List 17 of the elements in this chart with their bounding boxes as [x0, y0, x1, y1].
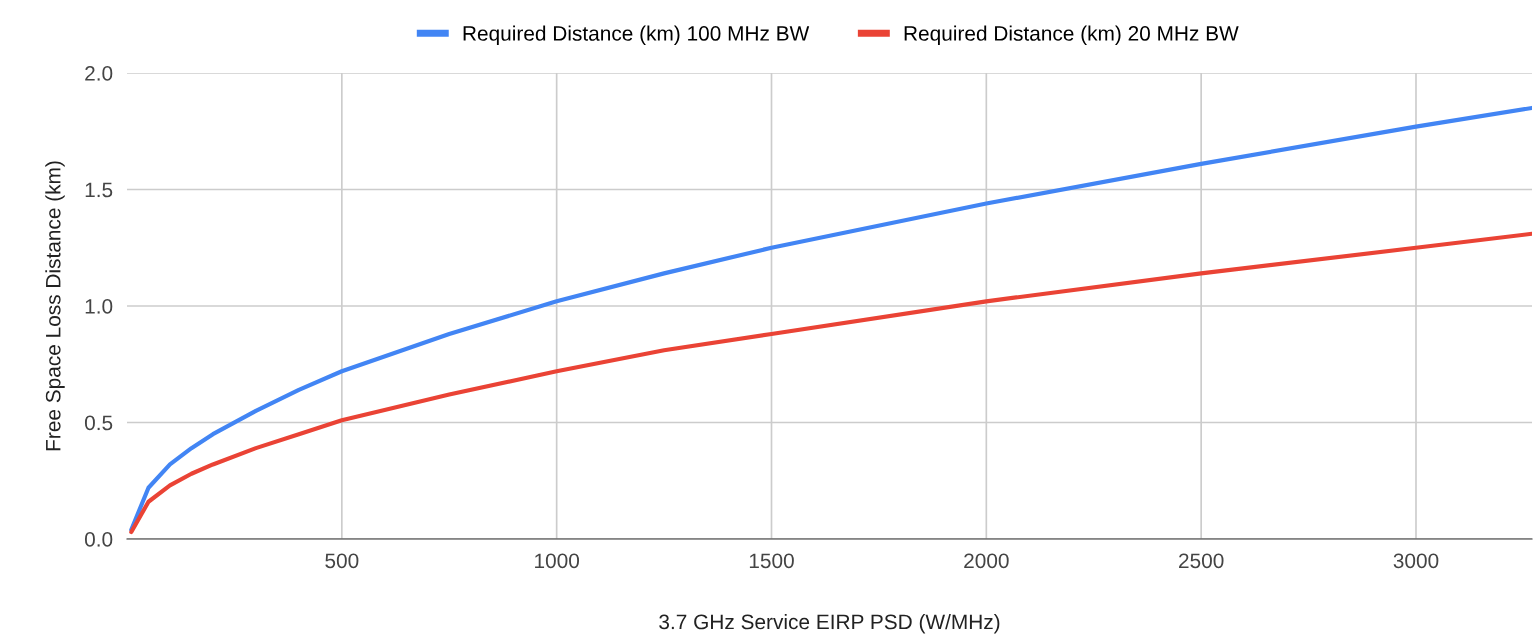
- x-tick-label: 3000: [1393, 553, 1439, 569]
- x-axis-title: 3.7 GHz Service EIRP PSD (W/MHz): [659, 613, 1000, 634]
- y-axis-title: Free Space Loss Distance (km): [45, 161, 65, 451]
- legend-label: Required Distance (km) 100 MHz BW: [463, 25, 810, 45]
- x-tick-label: 2500: [1179, 553, 1224, 569]
- x-tick-label: 500: [325, 553, 359, 569]
- y-tick-label: 0.0: [84, 532, 113, 547]
- y-tick-label: 2.0: [85, 66, 113, 81]
- line-series: [129, 105, 1532, 532]
- line-series: [129, 231, 1532, 535]
- x-tick-label: 2000: [964, 553, 1009, 569]
- x-tick-label: 1500: [749, 553, 794, 569]
- y-tick-label: 1.5: [85, 182, 113, 198]
- y-tick-label: 1.0: [85, 299, 113, 314]
- x-tick-label: 1000: [535, 553, 580, 569]
- legend-label: Required Distance (km) 20 MHz BW: [904, 25, 1239, 45]
- y-tick-label: 0.5: [84, 415, 113, 431]
